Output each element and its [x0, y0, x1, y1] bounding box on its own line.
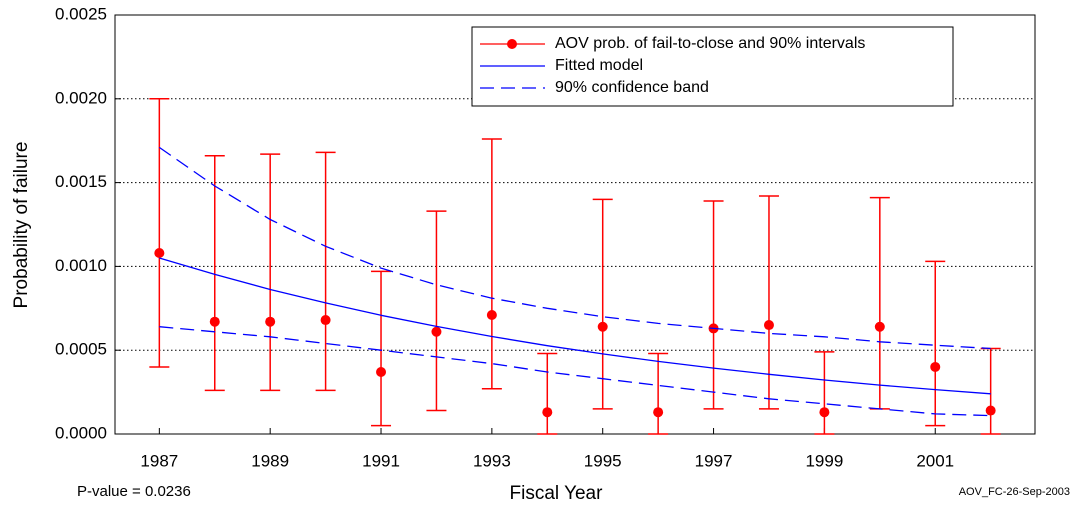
p-value: P-value = 0.0236 — [77, 483, 191, 500]
x-axis-label: Fiscal Year — [510, 483, 604, 504]
y-axis-label: Probability of failure — [11, 142, 32, 309]
y-tick-label: 0.0000 — [55, 423, 107, 442]
x-tick-label: 1995 — [584, 451, 622, 470]
x-tick-label: 2001 — [916, 451, 954, 470]
legend-label: Fitted model — [555, 57, 643, 74]
point — [154, 247, 165, 258]
legend-label: AOV prob. of fail-to-close and 90% inter… — [555, 35, 865, 52]
x-tick-label: 1997 — [695, 451, 733, 470]
point — [763, 320, 774, 331]
point — [376, 366, 387, 377]
point — [930, 361, 941, 372]
x-tick-label: 1987 — [140, 451, 178, 470]
band-upper — [158, 146, 991, 350]
point — [431, 326, 442, 337]
point — [320, 315, 331, 326]
y-tick-label: 0.0020 — [55, 88, 107, 107]
point — [819, 407, 830, 418]
plot-frame — [114, 14, 1036, 435]
x-tick-label: 1989 — [251, 451, 289, 470]
x-tick-label: 1999 — [805, 451, 843, 470]
point — [486, 310, 497, 321]
y-tick-label: 0.0025 — [55, 4, 107, 23]
x-tick-label: 1991 — [362, 451, 400, 470]
point — [874, 321, 885, 332]
band-lower — [159, 326, 991, 417]
point — [985, 405, 996, 416]
point — [597, 321, 608, 332]
point — [265, 316, 276, 327]
point — [653, 407, 664, 418]
legend-marker — [507, 39, 517, 49]
y-tick-label: 0.0010 — [55, 256, 107, 275]
legend-label: 90% confidence band — [555, 79, 709, 96]
fitted-line — [159, 257, 991, 395]
file-label: AOV_FC-26-Sep-2003 — [959, 486, 1070, 498]
legend-box — [471, 26, 954, 107]
point — [542, 407, 553, 418]
y-tick-label: 0.0005 — [55, 340, 107, 359]
point — [209, 316, 220, 327]
x-tick-label: 1993 — [473, 451, 511, 470]
y-tick-label: 0.0015 — [55, 172, 107, 191]
